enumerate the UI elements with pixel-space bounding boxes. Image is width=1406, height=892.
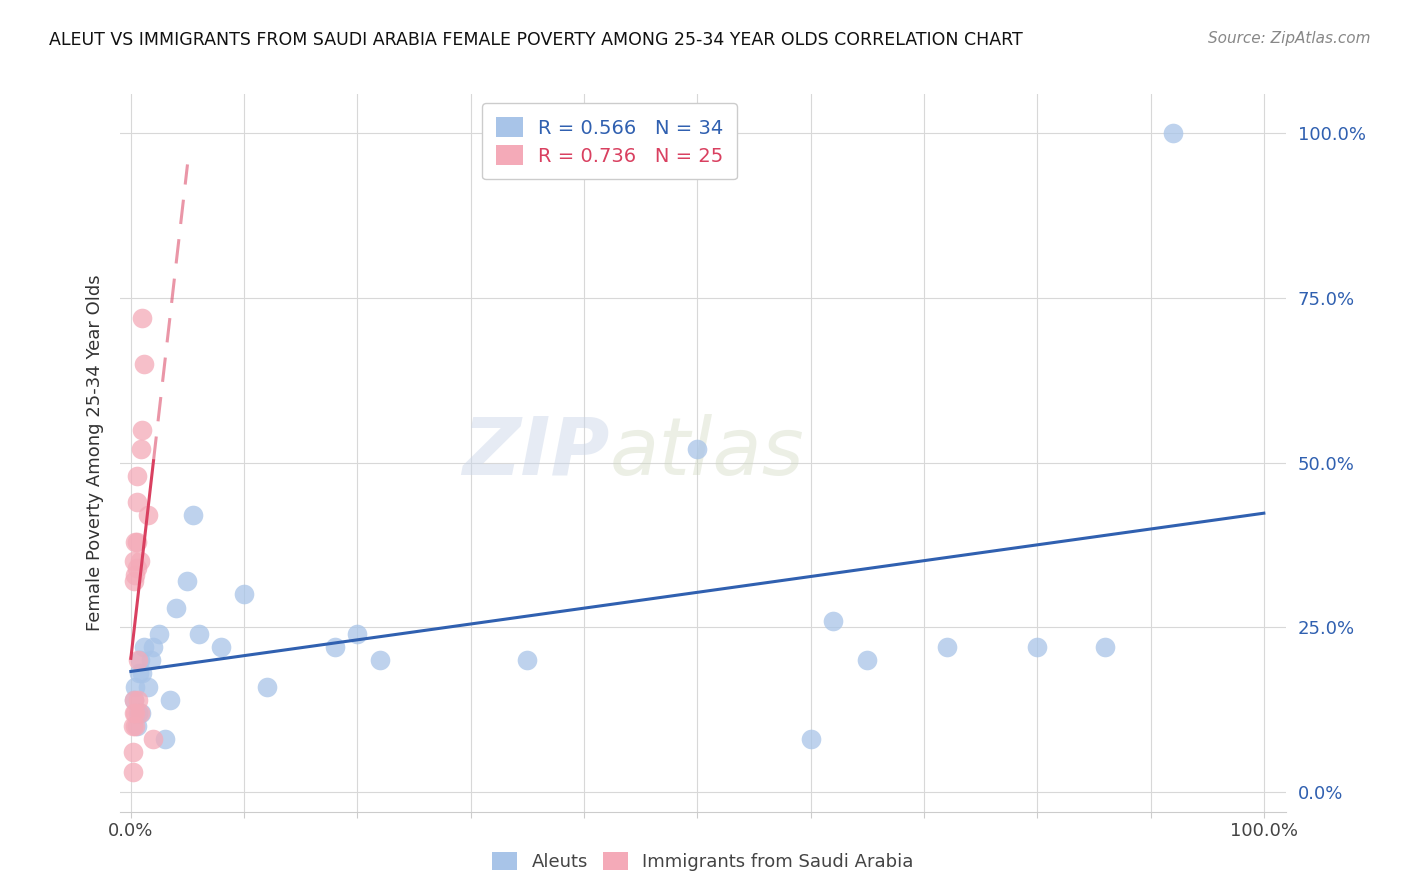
Point xyxy=(129,706,152,720)
Text: ALEUT VS IMMIGRANTS FROM SAUDI ARABIA FEMALE POVERTY AMONG 25-34 YEAR OLDS CORRE: ALEUT VS IMMIGRANTS FROM SAUDI ARABIA FE… xyxy=(49,31,1024,49)
Point xyxy=(131,666,153,681)
Point xyxy=(142,732,165,747)
Point xyxy=(141,653,163,667)
Point xyxy=(122,706,145,720)
Point xyxy=(1026,640,1049,654)
Point xyxy=(125,561,148,575)
Point xyxy=(211,640,233,654)
Point xyxy=(148,627,170,641)
Point xyxy=(124,534,146,549)
Point xyxy=(125,534,148,549)
Point xyxy=(129,554,152,568)
Point xyxy=(129,653,152,667)
Point xyxy=(127,692,149,706)
Point xyxy=(131,423,153,437)
Point xyxy=(176,574,198,589)
Point xyxy=(125,468,148,483)
Point xyxy=(125,719,148,733)
Point xyxy=(686,442,709,457)
Point xyxy=(122,692,145,706)
Text: Source: ZipAtlas.com: Source: ZipAtlas.com xyxy=(1208,31,1371,46)
Point xyxy=(136,508,159,523)
Legend: R = 0.566   N = 34, R = 0.736   N = 25: R = 0.566 N = 34, R = 0.736 N = 25 xyxy=(482,103,737,179)
Point xyxy=(127,706,149,720)
Point xyxy=(124,680,146,694)
Point xyxy=(159,692,181,706)
Point xyxy=(122,692,145,706)
Legend: Aleuts, Immigrants from Saudi Arabia: Aleuts, Immigrants from Saudi Arabia xyxy=(485,845,921,879)
Point xyxy=(800,732,823,747)
Point xyxy=(516,653,538,667)
Point xyxy=(165,600,187,615)
Point xyxy=(125,495,148,509)
Point xyxy=(124,719,146,733)
Text: ZIP: ZIP xyxy=(463,414,610,491)
Point xyxy=(856,653,879,667)
Point xyxy=(131,310,153,325)
Point xyxy=(368,653,391,667)
Point xyxy=(134,357,156,371)
Point xyxy=(323,640,346,654)
Point xyxy=(127,653,149,667)
Point xyxy=(122,765,145,780)
Y-axis label: Female Poverty Among 25-34 Year Olds: Female Poverty Among 25-34 Year Olds xyxy=(86,275,104,631)
Point xyxy=(122,719,145,733)
Point xyxy=(122,746,145,760)
Point xyxy=(122,574,145,589)
Point xyxy=(122,554,145,568)
Point xyxy=(124,567,146,582)
Point xyxy=(256,680,278,694)
Point xyxy=(181,508,204,523)
Point xyxy=(935,640,957,654)
Point xyxy=(1094,640,1116,654)
Point xyxy=(136,680,159,694)
Point xyxy=(233,587,256,601)
Point xyxy=(346,627,368,641)
Point xyxy=(142,640,165,654)
Point xyxy=(823,614,845,628)
Point xyxy=(153,732,176,747)
Point xyxy=(128,666,150,681)
Point xyxy=(1161,126,1184,140)
Text: atlas: atlas xyxy=(610,414,804,491)
Point xyxy=(124,706,146,720)
Point xyxy=(129,442,152,457)
Point xyxy=(134,640,156,654)
Point xyxy=(129,706,152,720)
Point xyxy=(187,627,209,641)
